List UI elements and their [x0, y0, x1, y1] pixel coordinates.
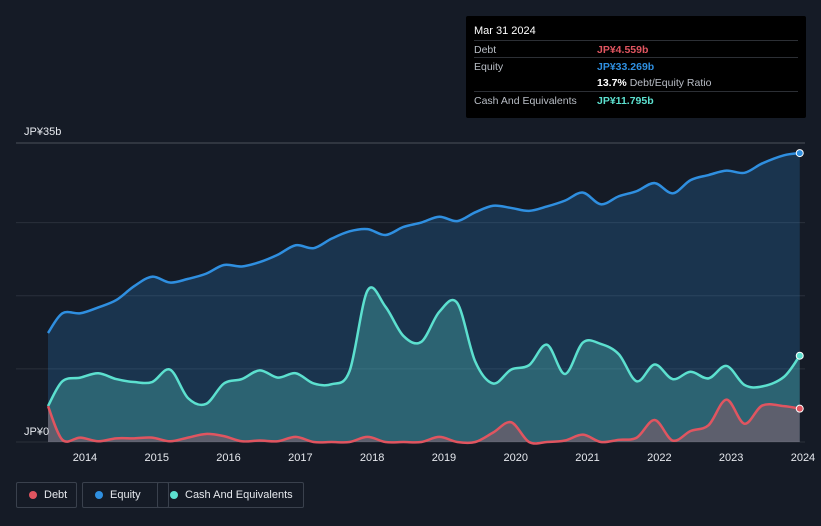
- legend-label-equity: Equity: [110, 489, 141, 501]
- tooltip-debt-value: JP¥4.559b: [597, 44, 649, 56]
- equity-endpoint-marker: [795, 149, 804, 158]
- x-tick-label: 2021: [575, 452, 599, 464]
- tooltip-equity-value: JP¥33.269b: [597, 61, 655, 73]
- equity-dot-icon: [95, 491, 103, 499]
- equity-line: [46, 151, 800, 334]
- tooltip-ratio-label: Debt/Equity Ratio: [629, 77, 712, 89]
- tooltip-cash-row: Cash And Equivalents JP¥11.795b: [474, 91, 798, 109]
- x-tick-label: 2022: [647, 452, 671, 464]
- debt-dot-icon: [29, 491, 37, 499]
- x-tick-label: 2016: [216, 452, 240, 464]
- legend-item-cash[interactable]: Cash And Equivalents: [157, 482, 304, 508]
- tooltip-ratio-row: 13.7% Debt/Equity Ratio: [474, 74, 798, 91]
- legend-label-debt: Debt: [44, 489, 68, 501]
- x-tick-label: 2017: [288, 452, 312, 464]
- x-tick-label: 2018: [360, 452, 384, 464]
- debt-line: [46, 398, 800, 445]
- tooltip-equity-label: Equity: [474, 61, 504, 73]
- legend-label-cash: Cash And Equivalents: [185, 489, 293, 501]
- axis-layer: JP¥35b JP¥0 2014 2015 2016 2017 2018 2019 2020…: [24, 126, 815, 464]
- y-axis-top-label: JP¥35b: [24, 126, 61, 138]
- y-axis-bottom-label: JP¥0: [24, 426, 49, 438]
- x-tick-label: 2015: [145, 452, 169, 464]
- cash-endpoint-marker: [795, 351, 804, 360]
- equity-area: [48, 153, 800, 443]
- x-tick-label: 2019: [432, 452, 456, 464]
- tooltip-debt-label: Debt: [474, 44, 497, 56]
- x-tick-label: 2020: [504, 452, 528, 464]
- series-layer: [46, 149, 804, 445]
- legend-item-equity[interactable]: Equity: [82, 482, 169, 508]
- cash-line: [46, 286, 801, 407]
- data-tooltip: Mar 31 2024 Debt JP¥4.559b Equity JP¥33.…: [466, 16, 806, 118]
- x-tick-label: 2023: [719, 452, 743, 464]
- cash-dot-icon: [170, 491, 178, 499]
- debt-endpoint-marker: [795, 404, 804, 413]
- cash-area: [48, 287, 800, 442]
- tooltip-equity-row: Equity JP¥33.269b: [474, 57, 798, 75]
- grid-layer: [16, 142, 805, 443]
- tooltip-cash-label: Cash And Equivalents: [474, 95, 577, 107]
- legend-item-debt[interactable]: Debt: [16, 482, 77, 508]
- tooltip-date: Mar 31 2024: [474, 25, 536, 37]
- tooltip-debt-row: Debt JP¥4.559b: [474, 40, 798, 58]
- tooltip-ratio-number: 13.7%: [597, 77, 627, 89]
- x-tick-label: 2014: [73, 452, 97, 464]
- x-tick-label: 2024: [791, 452, 815, 464]
- tooltip-ratio-value: 13.7% Debt/Equity Ratio: [597, 77, 711, 89]
- tooltip-cash-value: JP¥11.795b: [597, 95, 654, 107]
